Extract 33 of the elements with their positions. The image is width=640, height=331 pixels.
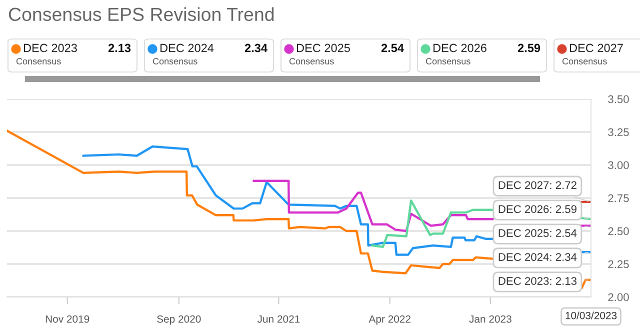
text: 2.59 (518, 44, 540, 52)
x-tick-label: Jan 2023 (469, 315, 512, 323)
text: 2.34 (244, 44, 268, 52)
annotation: DEC 2026: 2.59 (498, 205, 576, 214)
y-tick-label: 2.75 (608, 194, 629, 202)
legend-label: DEC 2023 (24, 44, 77, 52)
text: Consensus (289, 58, 334, 64)
annotation: DEC 2023: 2.13 (498, 277, 576, 285)
chart-title: Consensus EPS Revision Trend (8, 7, 274, 22)
text: Consensus (152, 58, 198, 64)
x-tick-label: Jun 2021 (257, 315, 300, 323)
legend-label: DEC 2025 (296, 44, 350, 52)
annotation: DEC 2024: 2.34 (498, 253, 577, 261)
legend-label: DEC 2027 (570, 44, 623, 52)
x-tick-label: Apr 2022 (368, 315, 410, 325)
annotation: DEC 2027: 2.72 (498, 181, 576, 190)
annotation: DEC 2025: 2.54 (498, 229, 577, 238)
y-tick-label: 3.25 (608, 128, 629, 136)
legend-label: DEC 2024 (160, 44, 214, 52)
text: Consensus (16, 58, 61, 64)
y-tick-label: 2.00 (608, 293, 629, 302)
y-tick-label: 2.25 (608, 260, 629, 268)
y-tick-label: 3.00 (608, 161, 629, 170)
x-tick-label: Nov 2019 (46, 315, 90, 323)
text: 2.54 (381, 44, 404, 52)
legend-label: DEC 2026 (433, 44, 486, 52)
x-tick-label: Sep 2020 (157, 315, 201, 325)
text: Consensus (562, 58, 607, 64)
text: Consensus (426, 58, 470, 64)
text: 10/03/2023 (566, 312, 617, 320)
text: 2.13 (108, 44, 131, 52)
y-tick-label: 2.50 (608, 227, 629, 236)
y-tick-label: 3.50 (608, 95, 629, 104)
